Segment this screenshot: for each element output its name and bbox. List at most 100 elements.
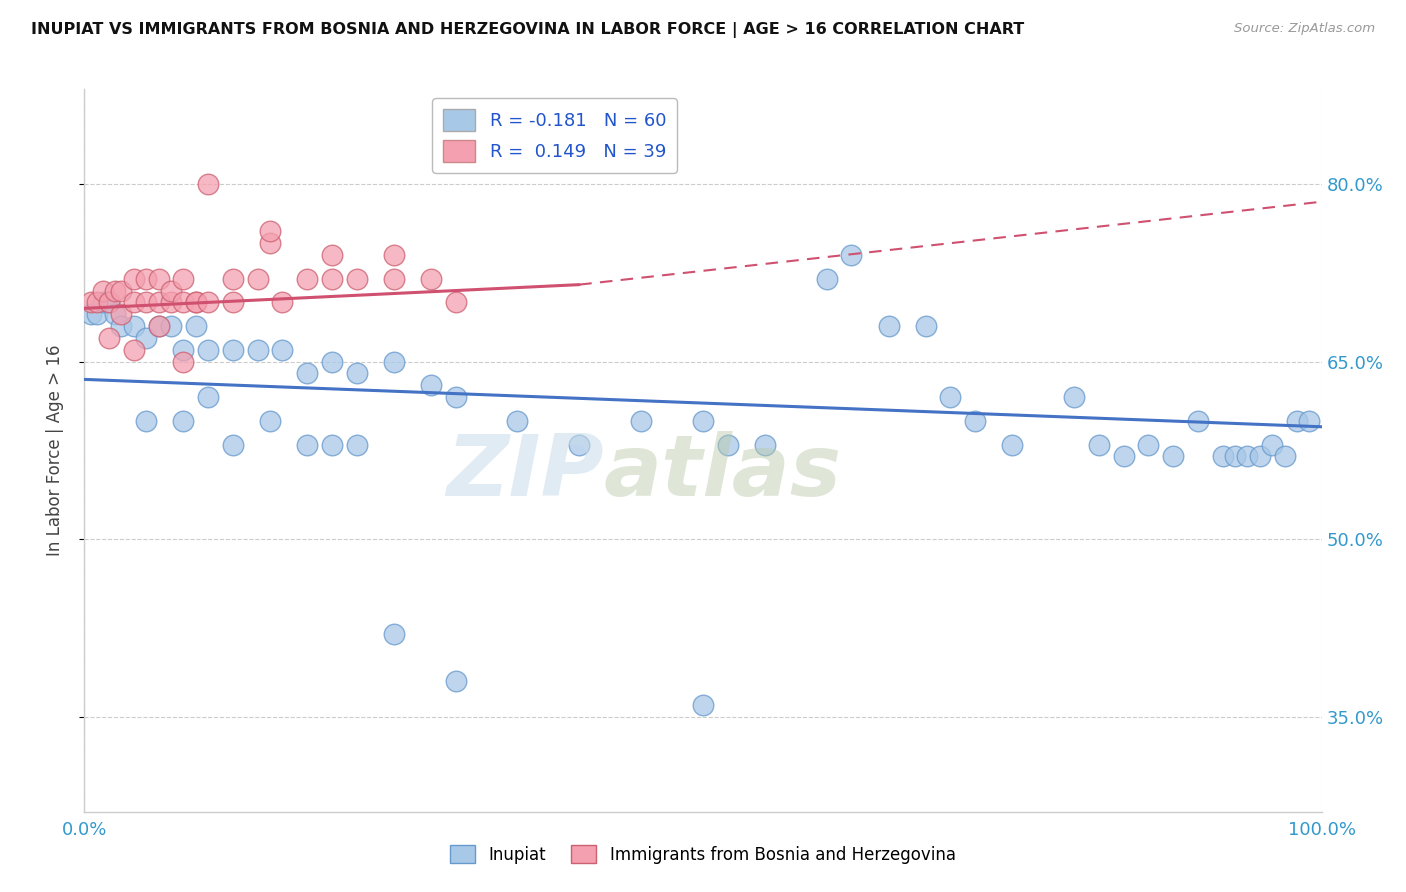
Point	[717, 437, 740, 451]
Point	[135, 295, 157, 310]
Point	[346, 271, 368, 285]
Point	[184, 295, 207, 310]
Point	[184, 295, 207, 310]
Point	[815, 271, 838, 285]
Y-axis label: In Labor Force | Age > 16: In Labor Force | Age > 16	[45, 344, 63, 557]
Point	[382, 354, 405, 368]
Point	[1274, 450, 1296, 464]
Point	[98, 331, 121, 345]
Point	[259, 236, 281, 251]
Point	[160, 284, 183, 298]
Point	[172, 354, 194, 368]
Point	[246, 343, 269, 357]
Point	[1298, 414, 1320, 428]
Point	[1223, 450, 1246, 464]
Point	[914, 319, 936, 334]
Point	[91, 284, 114, 298]
Point	[382, 271, 405, 285]
Point	[86, 307, 108, 321]
Point	[160, 295, 183, 310]
Point	[1249, 450, 1271, 464]
Point	[160, 319, 183, 334]
Point	[939, 390, 962, 404]
Point	[148, 295, 170, 310]
Text: Source: ZipAtlas.com: Source: ZipAtlas.com	[1234, 22, 1375, 36]
Point	[506, 414, 529, 428]
Point	[692, 698, 714, 712]
Point	[419, 378, 441, 392]
Point	[148, 271, 170, 285]
Point	[148, 319, 170, 334]
Point	[222, 271, 245, 285]
Text: ZIP: ZIP	[446, 431, 605, 514]
Point	[110, 284, 132, 298]
Point	[271, 343, 294, 357]
Point	[98, 295, 121, 310]
Point	[1285, 414, 1308, 428]
Point	[135, 331, 157, 345]
Point	[172, 271, 194, 285]
Point	[295, 367, 318, 381]
Point	[122, 343, 145, 357]
Point	[222, 343, 245, 357]
Point	[754, 437, 776, 451]
Point	[184, 319, 207, 334]
Point	[172, 295, 194, 310]
Point	[1088, 437, 1111, 451]
Point	[382, 627, 405, 641]
Point	[259, 414, 281, 428]
Point	[135, 271, 157, 285]
Point	[222, 295, 245, 310]
Point	[1187, 414, 1209, 428]
Text: atlas: atlas	[605, 431, 842, 514]
Point	[122, 271, 145, 285]
Point	[197, 343, 219, 357]
Point	[246, 271, 269, 285]
Point	[104, 307, 127, 321]
Point	[110, 307, 132, 321]
Point	[295, 271, 318, 285]
Point	[86, 295, 108, 310]
Point	[1161, 450, 1184, 464]
Point	[104, 284, 127, 298]
Point	[965, 414, 987, 428]
Point	[321, 354, 343, 368]
Point	[444, 674, 467, 689]
Point	[444, 390, 467, 404]
Point	[321, 437, 343, 451]
Point	[321, 271, 343, 285]
Point	[692, 414, 714, 428]
Point	[1212, 450, 1234, 464]
Point	[444, 295, 467, 310]
Point	[295, 437, 318, 451]
Point	[98, 295, 121, 310]
Point	[419, 271, 441, 285]
Point	[568, 437, 591, 451]
Point	[172, 414, 194, 428]
Point	[382, 248, 405, 262]
Point	[1112, 450, 1135, 464]
Point	[135, 414, 157, 428]
Point	[122, 319, 145, 334]
Point	[197, 177, 219, 191]
Point	[321, 248, 343, 262]
Point	[1261, 437, 1284, 451]
Legend: Inupiat, Immigrants from Bosnia and Herzegovina: Inupiat, Immigrants from Bosnia and Herz…	[444, 838, 962, 871]
Point	[122, 295, 145, 310]
Point	[197, 390, 219, 404]
Point	[148, 319, 170, 334]
Point	[877, 319, 900, 334]
Point	[172, 343, 194, 357]
Point	[1001, 437, 1024, 451]
Point	[1137, 437, 1160, 451]
Point	[259, 224, 281, 238]
Point	[1236, 450, 1258, 464]
Text: INUPIAT VS IMMIGRANTS FROM BOSNIA AND HERZEGOVINA IN LABOR FORCE | AGE > 16 CORR: INUPIAT VS IMMIGRANTS FROM BOSNIA AND HE…	[31, 22, 1024, 38]
Point	[79, 295, 101, 310]
Point	[222, 437, 245, 451]
Point	[91, 295, 114, 310]
Point	[110, 319, 132, 334]
Point	[1063, 390, 1085, 404]
Point	[841, 248, 863, 262]
Point	[630, 414, 652, 428]
